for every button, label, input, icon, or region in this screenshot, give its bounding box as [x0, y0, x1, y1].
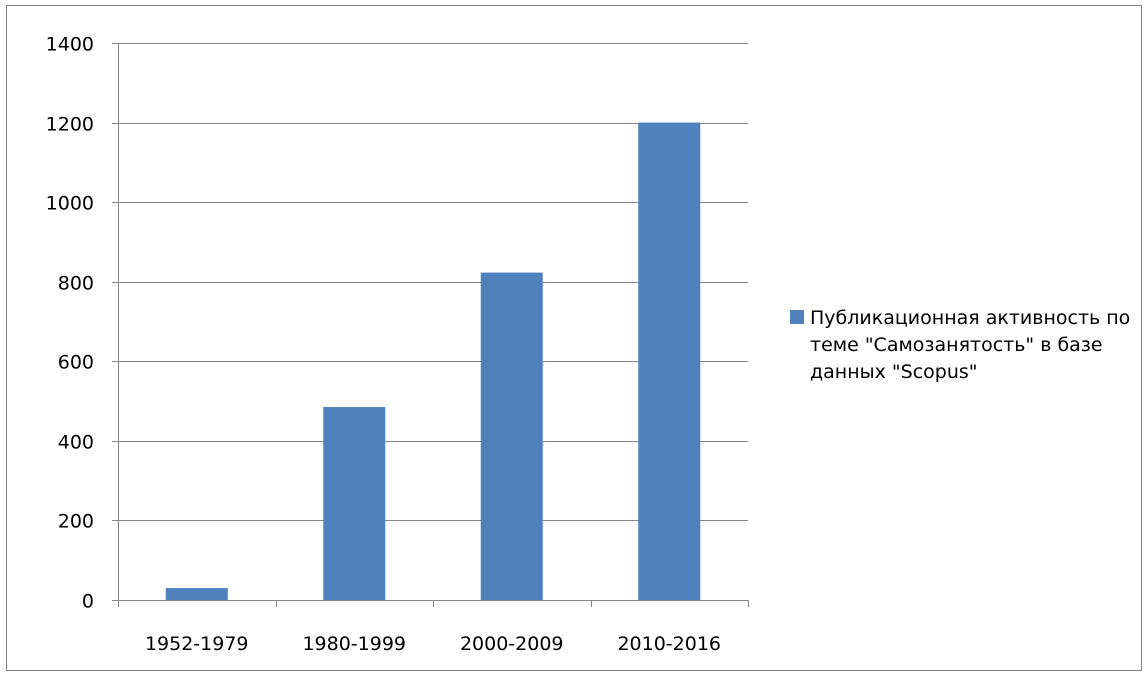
legend-swatch	[790, 310, 804, 324]
y-tick-label: 600	[58, 352, 94, 374]
y-tick-label: 1000	[46, 193, 94, 215]
axes	[112, 43, 749, 607]
y-tick-label: 800	[58, 273, 94, 295]
tick-labels: 0 200 400 600 800 1000 1200 1400 1952-1979 1980-1…	[46, 34, 721, 656]
x-tick-label: 2000-2009	[460, 633, 564, 655]
legend-label: Публикационная активность по теме "Самоз…	[810, 307, 1131, 383]
legend: Публикационная активность по теме "Самоз…	[790, 305, 1140, 386]
y-tick-label: 200	[58, 511, 94, 533]
y-tick-label: 0	[82, 591, 94, 613]
bar-2010-2016	[638, 122, 701, 601]
bar-1952-1979	[165, 588, 228, 600]
y-tick-label: 400	[58, 432, 94, 454]
y-tick-label: 1200	[46, 114, 94, 136]
bar-2000-2009	[480, 272, 543, 600]
bars	[165, 122, 701, 601]
x-tick-label: 2010-2016	[617, 633, 721, 655]
x-tick-label: 1980-1999	[302, 633, 406, 655]
x-tick-label: 1952-1979	[145, 633, 249, 655]
y-tick-label: 1400	[46, 34, 94, 56]
chart-frame	[6, 5, 1142, 671]
bar-1980-1999	[323, 407, 386, 600]
